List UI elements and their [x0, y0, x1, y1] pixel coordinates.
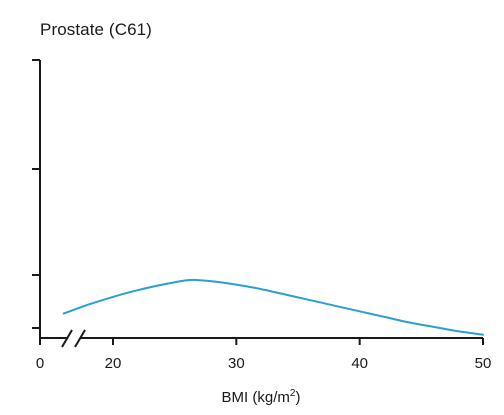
series-layer	[62, 278, 484, 336]
x-axis-label: BMI (kg/m2)	[222, 388, 301, 406]
x-tick-label-20: 20	[105, 355, 122, 372]
x-tick-label-50: 50	[475, 355, 492, 372]
series-line-1	[62, 278, 484, 336]
axes-group	[32, 59, 484, 348]
x-tick-label-40: 40	[351, 355, 368, 372]
x-tick-label-0: 0	[36, 355, 44, 372]
chart-title: Prostate (C61)	[40, 20, 152, 39]
tick-labels-group: 0 20 30 40 50 BMI (kg/m2)	[36, 355, 492, 406]
axis-break-mark-2	[74, 329, 86, 348]
x-tick-label-30: 30	[228, 355, 245, 372]
axis-break-mark-1	[61, 329, 73, 348]
